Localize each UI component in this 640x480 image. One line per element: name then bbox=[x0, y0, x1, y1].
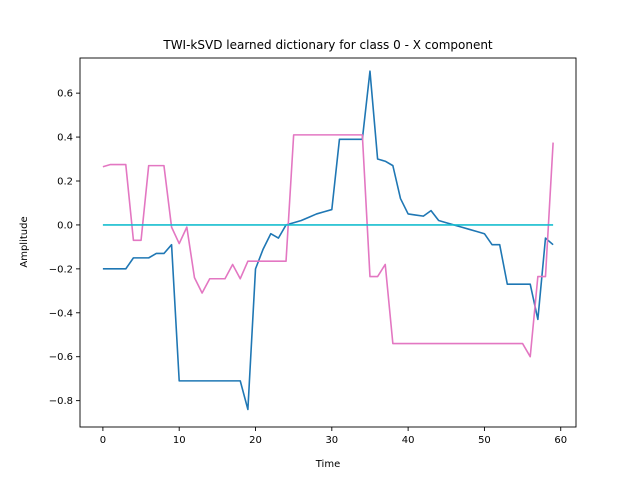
y-tick-label: −0.6 bbox=[49, 352, 73, 363]
y-tick-label: 0.2 bbox=[57, 177, 73, 188]
y-tick-label: 0.0 bbox=[57, 220, 73, 231]
x-tick-label: 60 bbox=[554, 435, 567, 446]
y-tick-label: 0.6 bbox=[57, 89, 73, 100]
x-tick-label: 50 bbox=[478, 435, 491, 446]
x-tick-label: 20 bbox=[249, 435, 262, 446]
plot-frame bbox=[79, 57, 577, 428]
x-tick-label: 10 bbox=[173, 435, 186, 446]
x-axis-label: Time bbox=[315, 459, 340, 470]
y-axis: −0.8 −0.6 −0.4 −0.2 0.0 0.2 0.4 0.6 bbox=[49, 89, 80, 407]
x-tick-label: 30 bbox=[325, 435, 338, 446]
series-line-2 bbox=[102, 134, 554, 358]
y-tick-label: −0.2 bbox=[49, 264, 73, 275]
x-axis: 0 10 20 30 40 50 60 bbox=[100, 427, 567, 446]
plot-area bbox=[79, 57, 577, 428]
y-tick-label: 0.4 bbox=[57, 133, 73, 144]
y-tick-label: −0.8 bbox=[49, 396, 73, 407]
y-axis-label: Amplitude bbox=[19, 216, 30, 267]
chart-title: TWI-kSVD learned dictionary for class 0 … bbox=[162, 38, 493, 52]
series-line-1 bbox=[102, 70, 554, 411]
x-tick-label: 40 bbox=[402, 435, 415, 446]
x-tick-label: 0 bbox=[100, 435, 106, 446]
y-tick-label: −0.4 bbox=[49, 308, 73, 319]
